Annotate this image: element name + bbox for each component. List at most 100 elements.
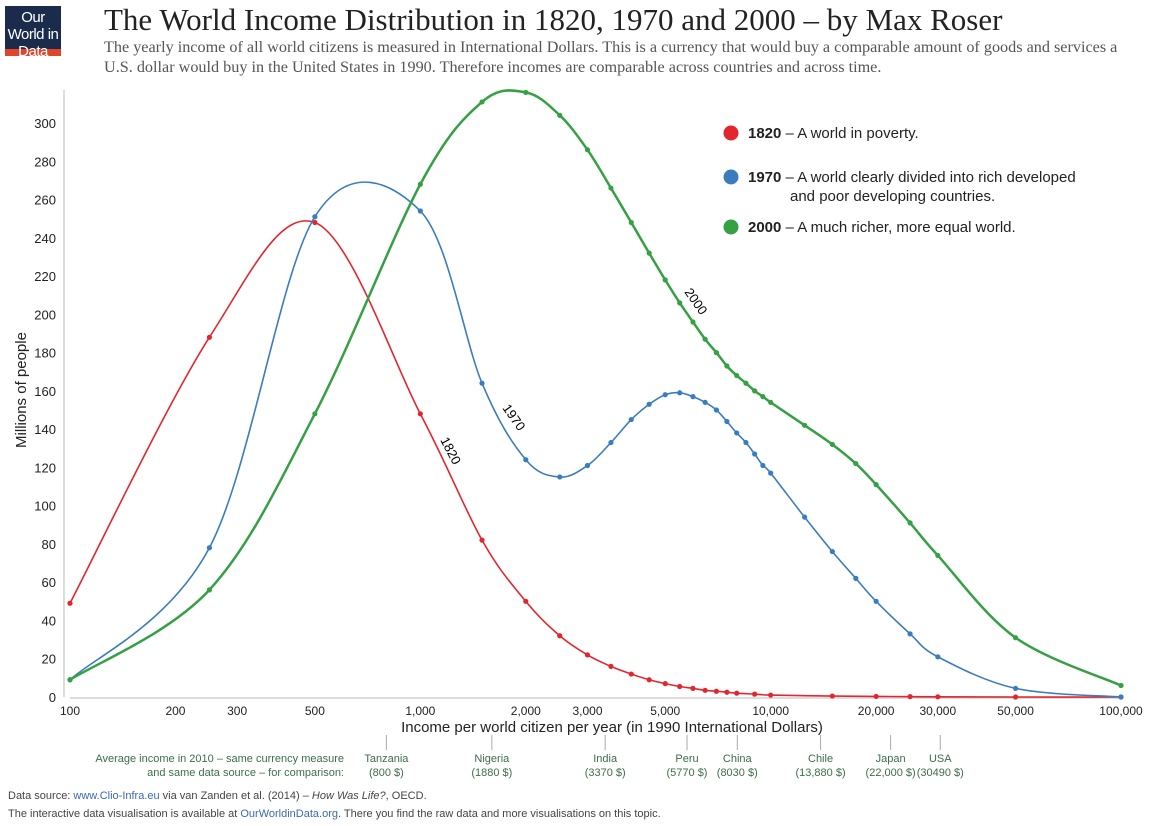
data-point-1820 bbox=[724, 689, 730, 695]
data-point-2000 bbox=[584, 147, 591, 153]
y-tick-label: 140 bbox=[34, 422, 56, 437]
x-tick-label: 5,000 bbox=[650, 704, 680, 718]
data-point-1820 bbox=[829, 693, 835, 699]
data-point-2000 bbox=[907, 520, 913, 526]
data-point-1820 bbox=[873, 693, 879, 700]
legend-item-2000: 2000 – A much richer, more equal world. bbox=[748, 219, 1016, 236]
legend-desc: – A much richer, more equal world. bbox=[781, 219, 1015, 236]
data-point-1820 bbox=[67, 600, 73, 606]
data-point-2000 bbox=[713, 350, 719, 356]
note-prefix: The interactive data visualisation is av… bbox=[8, 808, 241, 820]
data-point-2000 bbox=[206, 587, 213, 593]
data-point-2000 bbox=[628, 219, 634, 226]
curve-label-1820: 1820 bbox=[437, 434, 464, 467]
data-point-1820 bbox=[523, 598, 529, 604]
data-point-2000 bbox=[853, 460, 859, 467]
series-line-1970 bbox=[69, 181, 1122, 698]
data-point-2000 bbox=[677, 300, 683, 306]
data-point-1820 bbox=[713, 688, 719, 694]
data-point-1820 bbox=[557, 633, 563, 639]
y-tick-label: 60 bbox=[42, 575, 56, 590]
y-axis-title: Millions of people bbox=[13, 332, 30, 448]
data-point-1970 bbox=[690, 394, 696, 400]
data-point-1970 bbox=[734, 430, 740, 436]
data-point-1970 bbox=[584, 462, 591, 469]
data-point-2000 bbox=[768, 399, 774, 405]
y-tick-label: 200 bbox=[34, 307, 56, 322]
legend-year: 1970 bbox=[748, 169, 781, 186]
data-point-1970 bbox=[829, 548, 835, 555]
legend-desc: – A world in poverty. bbox=[781, 125, 918, 142]
data-point-2000 bbox=[743, 380, 749, 386]
data-point-2000 bbox=[1118, 682, 1124, 689]
data-point-1970 bbox=[1012, 685, 1019, 691]
y-tick-label: 260 bbox=[34, 193, 56, 208]
data-point-1820 bbox=[702, 687, 708, 693]
chart-subtitle: The yearly income of all world citizens … bbox=[104, 38, 1118, 76]
legend-desc: and poor developing countries. bbox=[790, 188, 995, 205]
data-point-2000 bbox=[702, 336, 708, 342]
source-book: How Was Life? bbox=[311, 790, 386, 802]
data-point-1970 bbox=[206, 545, 213, 551]
data-point-1970 bbox=[724, 418, 730, 425]
data-point-2000 bbox=[417, 181, 423, 187]
y-tick-label: 0 bbox=[49, 690, 56, 705]
data-point-1970 bbox=[479, 380, 485, 386]
data-point-1820 bbox=[417, 411, 423, 417]
source-end: , OECD. bbox=[385, 790, 427, 802]
data-point-1970 bbox=[312, 214, 318, 220]
data-point-1970 bbox=[853, 575, 859, 581]
y-tick-label: 180 bbox=[34, 346, 56, 361]
x-tick-label: 500 bbox=[305, 704, 325, 718]
data-point-2000 bbox=[312, 411, 318, 417]
country-name: USA bbox=[929, 753, 952, 765]
data-point-1970 bbox=[677, 390, 683, 396]
country-income: (8030 $) bbox=[717, 767, 758, 779]
data-point-1970 bbox=[608, 439, 614, 446]
data-point-1970 bbox=[1118, 694, 1124, 700]
legend-year: 2000 bbox=[748, 219, 781, 236]
country-income: (5770 $) bbox=[667, 767, 708, 779]
y-tick-label: 100 bbox=[34, 499, 56, 514]
data-point-2000 bbox=[734, 372, 740, 379]
data-point-2000 bbox=[557, 112, 563, 118]
data-point-1970 bbox=[935, 654, 941, 660]
country-income: (800 $) bbox=[369, 767, 404, 779]
legend-desc: – A world clearly divided into rich deve… bbox=[781, 169, 1075, 186]
country-income: (1880 $) bbox=[471, 767, 512, 779]
y-tick-label: 120 bbox=[34, 460, 56, 475]
series-line-1820 bbox=[69, 220, 1122, 698]
country-income: (3370 $) bbox=[585, 767, 626, 779]
data-point-2000 bbox=[873, 482, 879, 488]
owid-link[interactable]: OurWorldinData.org bbox=[240, 808, 338, 820]
data-point-1970 bbox=[702, 399, 708, 405]
data-point-1820 bbox=[768, 692, 774, 698]
x-tick-label: 30,000 bbox=[919, 704, 956, 718]
country-name: Chile bbox=[808, 753, 833, 765]
data-point-1970 bbox=[713, 407, 719, 413]
x-tick-label: 100 bbox=[60, 704, 80, 718]
source-link[interactable]: www.Clio-Infra.eu bbox=[73, 790, 160, 802]
x-tick-label: 3,000 bbox=[572, 704, 602, 718]
country-income: (13,880 $) bbox=[795, 767, 845, 779]
x-axis-title: Income per world citizen per year (in 19… bbox=[401, 719, 823, 736]
x-tick-label: 200 bbox=[165, 704, 185, 718]
y-tick-label: 40 bbox=[42, 613, 56, 628]
country-name: India bbox=[593, 753, 618, 765]
data-point-2000 bbox=[608, 185, 614, 191]
x-tick-label: 10,000 bbox=[752, 704, 789, 718]
data-point-1820 bbox=[312, 219, 318, 226]
country-name: China bbox=[723, 753, 753, 765]
data-point-1970 bbox=[557, 474, 563, 480]
data-point-1820 bbox=[752, 691, 758, 697]
legend-item-1970: 1970 – A world clearly divided into rich… bbox=[748, 169, 1076, 205]
data-point-1820 bbox=[907, 694, 913, 700]
data-point-1970 bbox=[873, 598, 879, 604]
country-name: Nigeria bbox=[474, 753, 510, 765]
data-point-1970 bbox=[646, 401, 652, 407]
source-prefix: Data source: bbox=[8, 790, 74, 802]
y-tick-label: 220 bbox=[34, 269, 56, 284]
country-income: (30490 $) bbox=[917, 767, 964, 779]
data-point-1820 bbox=[734, 690, 740, 696]
data-point-2000 bbox=[724, 363, 730, 369]
